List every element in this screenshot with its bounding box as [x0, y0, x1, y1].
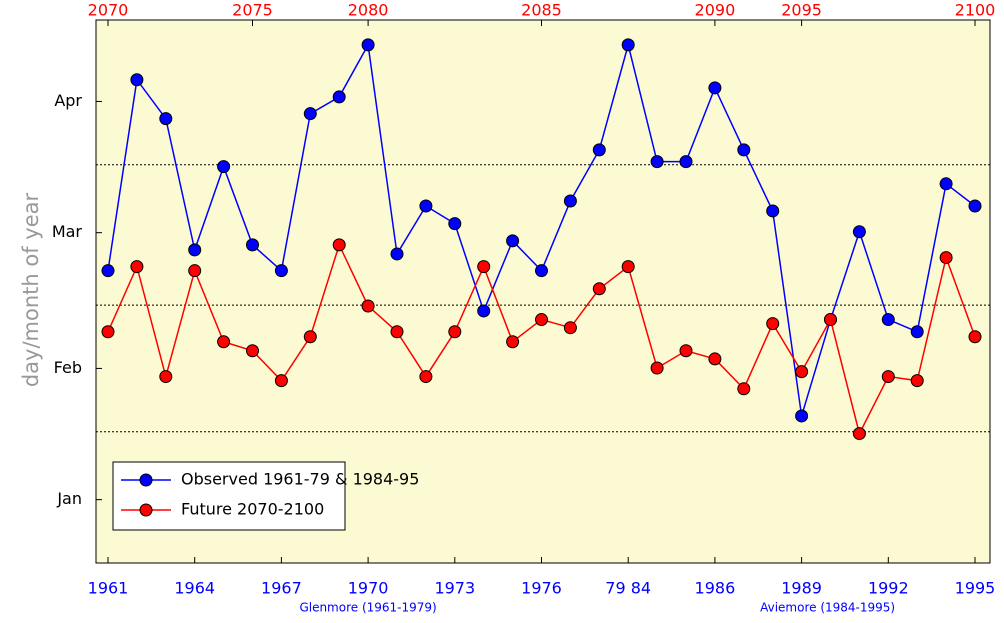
x-tick-label: 79 84 — [605, 579, 651, 598]
point — [477, 260, 491, 274]
point — [563, 194, 577, 208]
point — [274, 264, 288, 278]
point — [303, 330, 317, 344]
point — [506, 234, 520, 248]
point — [390, 247, 404, 261]
point — [419, 370, 433, 384]
x-tick-label: 1986 — [695, 579, 736, 598]
point — [419, 199, 433, 213]
y-tick-label: Mar — [52, 222, 83, 241]
legend-marker — [139, 473, 153, 487]
point — [824, 313, 837, 327]
point — [621, 38, 635, 52]
point — [130, 260, 144, 274]
point — [448, 217, 462, 231]
point — [737, 382, 751, 396]
point — [968, 199, 982, 213]
top-tick-label: 2080 — [348, 1, 389, 20]
point — [852, 225, 866, 239]
point — [881, 313, 895, 327]
point — [159, 112, 173, 126]
point — [939, 177, 953, 191]
point — [621, 260, 635, 274]
point — [246, 344, 259, 358]
point — [303, 107, 317, 121]
point — [274, 374, 288, 388]
x-tick-label: 1961 — [88, 579, 129, 598]
annotation: Aviemore (1984-1995) — [760, 601, 895, 615]
point — [795, 365, 809, 379]
x-tick-label: 1967 — [261, 579, 302, 598]
point — [332, 238, 346, 252]
point — [737, 143, 751, 157]
point — [910, 374, 924, 388]
point — [679, 344, 693, 358]
point — [852, 427, 866, 441]
y-tick-label: Feb — [54, 358, 82, 377]
top-tick-label: 2100 — [955, 1, 996, 20]
x-tick-label: 1992 — [868, 579, 909, 598]
point — [448, 325, 462, 339]
point — [101, 264, 115, 278]
point — [188, 264, 202, 278]
point — [650, 155, 664, 169]
y-tick-label: Apr — [54, 91, 82, 110]
annotation: Glenmore (1961-1979) — [299, 601, 436, 615]
point — [679, 155, 693, 169]
point — [766, 204, 780, 218]
point — [101, 325, 115, 339]
point — [506, 335, 520, 349]
x-tick-label: 1964 — [174, 579, 215, 598]
point — [332, 90, 346, 104]
top-tick-label: 2075 — [232, 1, 273, 20]
y-tick-label: Jan — [56, 489, 82, 508]
point — [795, 409, 809, 423]
legend: Observed 1961-79 & 1984-95 Future 2070-21… — [112, 461, 419, 531]
point — [535, 264, 548, 278]
x-tick-label: 1989 — [781, 579, 822, 598]
point — [535, 313, 548, 327]
point — [910, 325, 924, 339]
point — [650, 361, 664, 375]
point — [217, 335, 231, 349]
point — [968, 330, 982, 344]
x-tick-label: 1995 — [955, 579, 996, 598]
point — [708, 352, 722, 366]
x-tick-label: 1976 — [521, 579, 562, 598]
point — [246, 238, 259, 252]
point — [592, 282, 606, 296]
point — [188, 243, 202, 257]
top-tick-label: 2070 — [88, 1, 129, 20]
legend-label: Observed 1961-79 & 1984-95 — [181, 470, 419, 489]
legend-marker — [139, 503, 153, 517]
legend-box — [112, 461, 346, 531]
point — [477, 304, 491, 318]
x-tick-label: 1973 — [434, 579, 475, 598]
point — [390, 325, 404, 339]
point — [766, 317, 780, 331]
point — [361, 38, 375, 52]
point — [130, 73, 144, 87]
point — [563, 321, 577, 335]
point — [881, 370, 895, 384]
plot-border — [95, 19, 991, 564]
top-tick-label: 2085 — [521, 1, 562, 20]
point — [361, 299, 375, 313]
x-tick-label: 1970 — [348, 579, 389, 598]
point — [159, 370, 173, 384]
legend-label: Future 2070-2100 — [181, 500, 324, 519]
top-tick-label: 2095 — [781, 1, 822, 20]
point — [939, 251, 953, 265]
top-tick-label: 2090 — [695, 1, 736, 20]
y-axis-label: day/month of year — [19, 192, 43, 387]
point — [592, 143, 606, 157]
point — [217, 160, 231, 174]
point — [708, 81, 722, 95]
